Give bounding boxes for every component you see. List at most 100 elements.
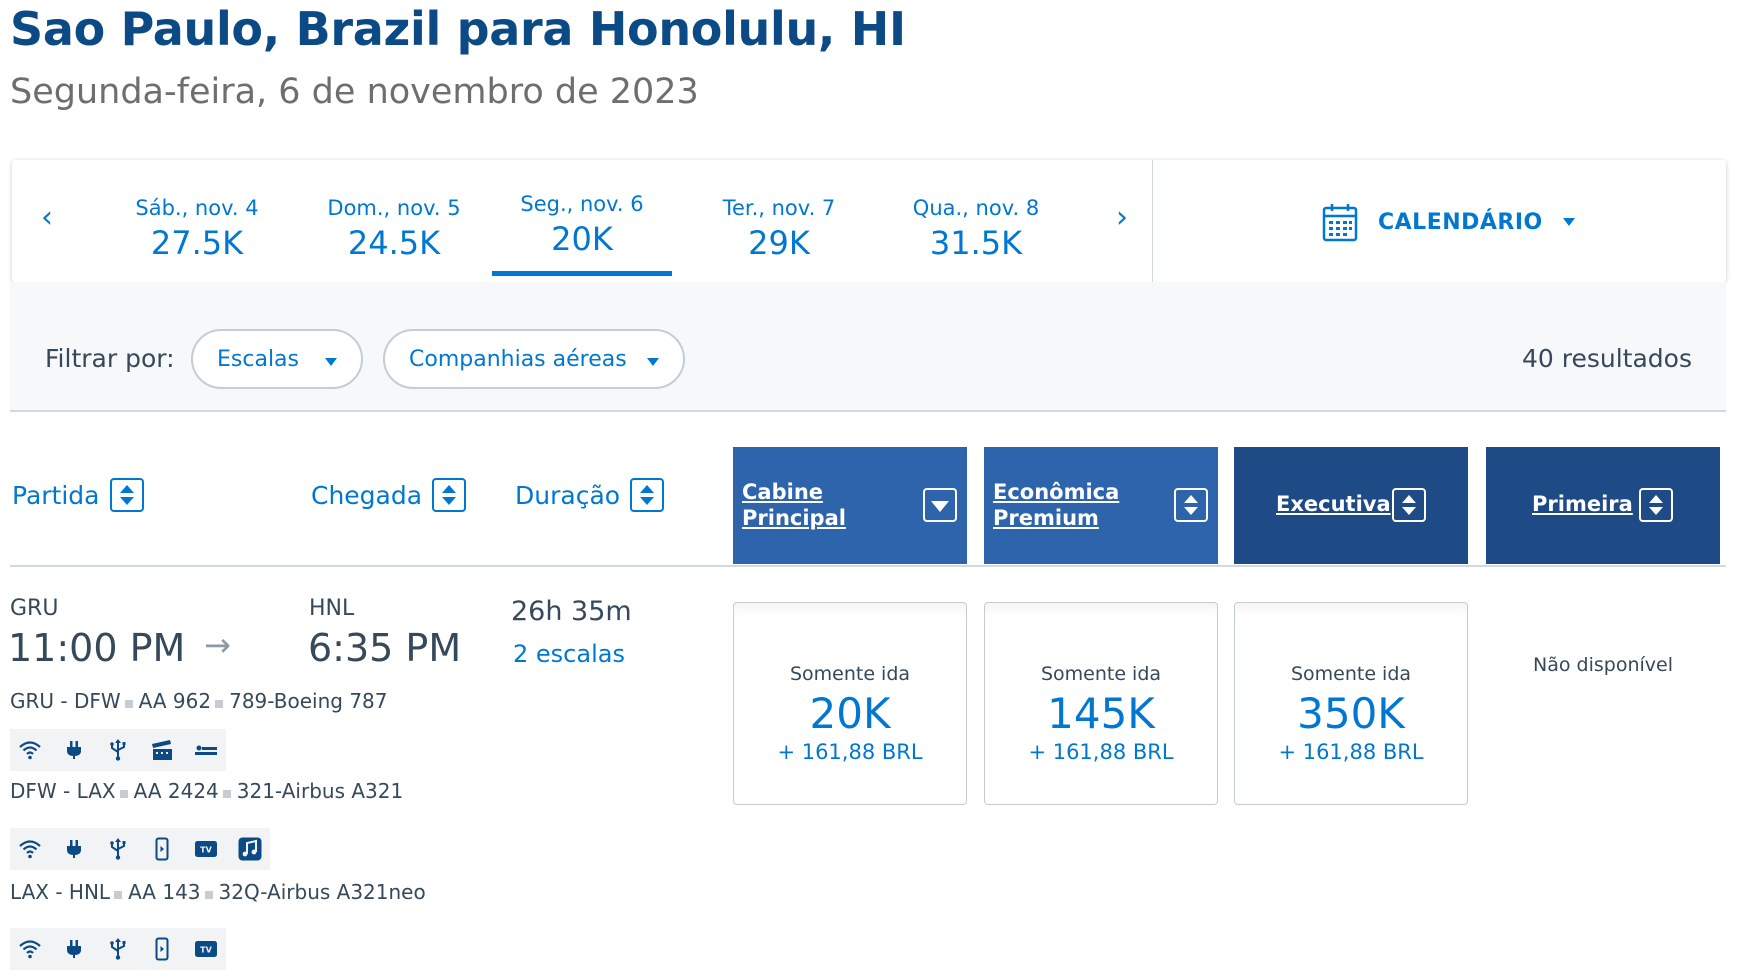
segment-aircraft: 321-Airbus A321 bbox=[236, 779, 404, 803]
stops-filter-dropdown[interactable]: Escalas bbox=[191, 329, 363, 389]
date-option[interactable]: Ter., nov. 7 29K bbox=[689, 160, 869, 282]
sort-duration-button[interactable]: Duração bbox=[515, 478, 665, 512]
date-option-selected[interactable]: Seg., nov. 6 20K bbox=[492, 160, 672, 282]
cabin-label: Executiva bbox=[1276, 492, 1391, 516]
segment-flight-number: AA 143 bbox=[128, 880, 201, 904]
power-outlet-icon bbox=[67, 940, 81, 958]
usb-icon bbox=[110, 938, 126, 960]
segment-aircraft: 789-Boeing 787 bbox=[229, 689, 388, 713]
segment-route: LAX - HNL bbox=[10, 880, 111, 904]
cabin-premium-economy-header[interactable]: Econômica Premium bbox=[984, 447, 1218, 564]
cabin-label: Cabine bbox=[742, 480, 824, 504]
date-price: 27.5K bbox=[150, 224, 244, 262]
filter-bar: Filtrar por: Escalas Companhias aéreas 4… bbox=[10, 282, 1726, 412]
date-label: Sáb., nov. 4 bbox=[135, 196, 259, 220]
cabin-label: Principal bbox=[742, 506, 846, 530]
filter-label: Filtrar por: bbox=[45, 344, 175, 373]
usb-icon bbox=[110, 739, 126, 761]
fare-points: 350K bbox=[1297, 689, 1405, 738]
wifi-icon bbox=[19, 741, 41, 760]
fare-type: Somente ida bbox=[1290, 663, 1412, 685]
fare-type: Somente ida bbox=[789, 663, 911, 685]
date-price: 29K bbox=[748, 224, 810, 262]
fare-card-main-cabin[interactable]: Somente ida 20K + 161,88 BRL bbox=[733, 602, 967, 805]
cabin-label: Primeira bbox=[1532, 492, 1633, 516]
date-label: Seg., nov. 6 bbox=[520, 192, 644, 216]
strip-divider bbox=[1152, 160, 1153, 282]
calendar-button[interactable]: CALENDÁRIO bbox=[1322, 202, 1575, 242]
fare-type: Somente ida bbox=[1040, 663, 1162, 685]
previous-dates-button[interactable]: ‹ bbox=[41, 200, 53, 235]
calendar-label: CALENDÁRIO bbox=[1378, 209, 1543, 235]
first-class-unavailable: Não disponível bbox=[1533, 654, 1673, 676]
arrival-column-label: Chegada bbox=[311, 480, 423, 510]
sort-arrival-button[interactable]: Chegada bbox=[311, 478, 467, 512]
date-option[interactable]: Qua., nov. 8 31.5K bbox=[886, 160, 1066, 282]
segment-info: GRU - DFW AA 962 789-Boeing 787 bbox=[10, 689, 388, 713]
date-price: 24.5K bbox=[347, 224, 441, 262]
sort-departure-button[interactable]: Partida bbox=[12, 478, 144, 512]
usb-icon bbox=[110, 838, 126, 860]
cabin-first-header[interactable]: Primeira bbox=[1486, 447, 1720, 564]
segment-info: DFW - LAX AA 2424 321-Airbus A321 bbox=[10, 779, 403, 803]
segment-route: GRU - DFW bbox=[10, 689, 121, 713]
amenities-list: TV bbox=[10, 828, 270, 870]
amenities-list bbox=[10, 729, 226, 771]
cabin-business-header[interactable]: Executiva bbox=[1234, 447, 1468, 564]
chevron-down-icon bbox=[1562, 218, 1575, 226]
duration-column-label: Duração bbox=[515, 480, 621, 510]
fare-card-business[interactable]: Somente ida 350K + 161,88 BRL bbox=[1234, 602, 1468, 805]
fare-points: 145K bbox=[1047, 689, 1155, 738]
separator bbox=[204, 891, 213, 899]
page-subtitle: Segunda-feira, 6 de novembro de 2023 bbox=[10, 72, 699, 112]
wifi-icon bbox=[19, 940, 41, 959]
cabin-label: Premium bbox=[993, 506, 1099, 530]
date-label: Qua., nov. 8 bbox=[912, 196, 1040, 220]
svg-text:TV: TV bbox=[200, 946, 212, 955]
cabin-main-header[interactable]: Cabine Principal bbox=[733, 447, 967, 564]
separator bbox=[215, 700, 224, 708]
date-option[interactable]: Sáb., nov. 4 27.5K bbox=[107, 160, 287, 282]
sort-icon bbox=[1639, 488, 1673, 522]
segment-aircraft: 32Q-Airbus A321neo bbox=[218, 880, 426, 904]
music-icon bbox=[238, 837, 262, 861]
next-dates-button[interactable]: › bbox=[1116, 200, 1128, 235]
power-outlet-icon bbox=[67, 741, 81, 759]
separator bbox=[222, 790, 231, 798]
chevron-down-icon bbox=[647, 358, 659, 366]
mobile-device-icon bbox=[155, 837, 169, 861]
sort-descending-icon bbox=[923, 488, 957, 522]
departure-time: 11:00 PM bbox=[8, 626, 186, 670]
sort-icon bbox=[109, 478, 144, 512]
wifi-icon bbox=[19, 840, 41, 859]
date-option[interactable]: Dom., nov. 5 24.5K bbox=[304, 160, 484, 282]
airlines-filter-dropdown[interactable]: Companhias aéreas bbox=[383, 329, 685, 389]
date-label: Ter., nov. 7 bbox=[722, 196, 836, 220]
sort-icon bbox=[432, 478, 467, 512]
cabin-label: Econômica bbox=[993, 480, 1120, 504]
separator bbox=[114, 891, 123, 899]
segment-flight-number: AA 962 bbox=[138, 689, 212, 713]
fare-card-premium-economy[interactable]: Somente ida 145K + 161,88 BRL bbox=[984, 602, 1218, 805]
mobile-device-icon bbox=[155, 937, 169, 961]
fare-points: 20K bbox=[809, 689, 891, 738]
separator bbox=[124, 700, 133, 708]
departure-column-label: Partida bbox=[12, 480, 100, 510]
stops-filter-label: Escalas bbox=[217, 346, 299, 372]
airlines-filter-label: Companhias aéreas bbox=[409, 346, 627, 372]
separator bbox=[119, 790, 128, 798]
results-count: 40 resultados bbox=[1522, 344, 1692, 373]
chevron-down-icon bbox=[325, 358, 337, 366]
date-strip: ‹ Sáb., nov. 4 27.5K Dom., nov. 5 24.5K … bbox=[12, 160, 1726, 282]
sort-icon bbox=[1174, 488, 1208, 522]
date-label: Dom., nov. 5 bbox=[327, 196, 461, 220]
arrival-time: 6:35 PM bbox=[308, 626, 462, 670]
fare-tax: + 161,88 BRL bbox=[1278, 740, 1424, 764]
power-outlet-icon bbox=[67, 840, 81, 858]
amenities-list: TV bbox=[10, 928, 226, 970]
stops-link[interactable]: 2 escalas bbox=[513, 640, 625, 668]
segment-info: LAX - HNL AA 143 32Q-Airbus A321neo bbox=[10, 880, 426, 904]
destination-airport: HNL bbox=[309, 596, 355, 621]
film-icon bbox=[152, 740, 172, 760]
tv-icon: TV bbox=[195, 841, 217, 857]
